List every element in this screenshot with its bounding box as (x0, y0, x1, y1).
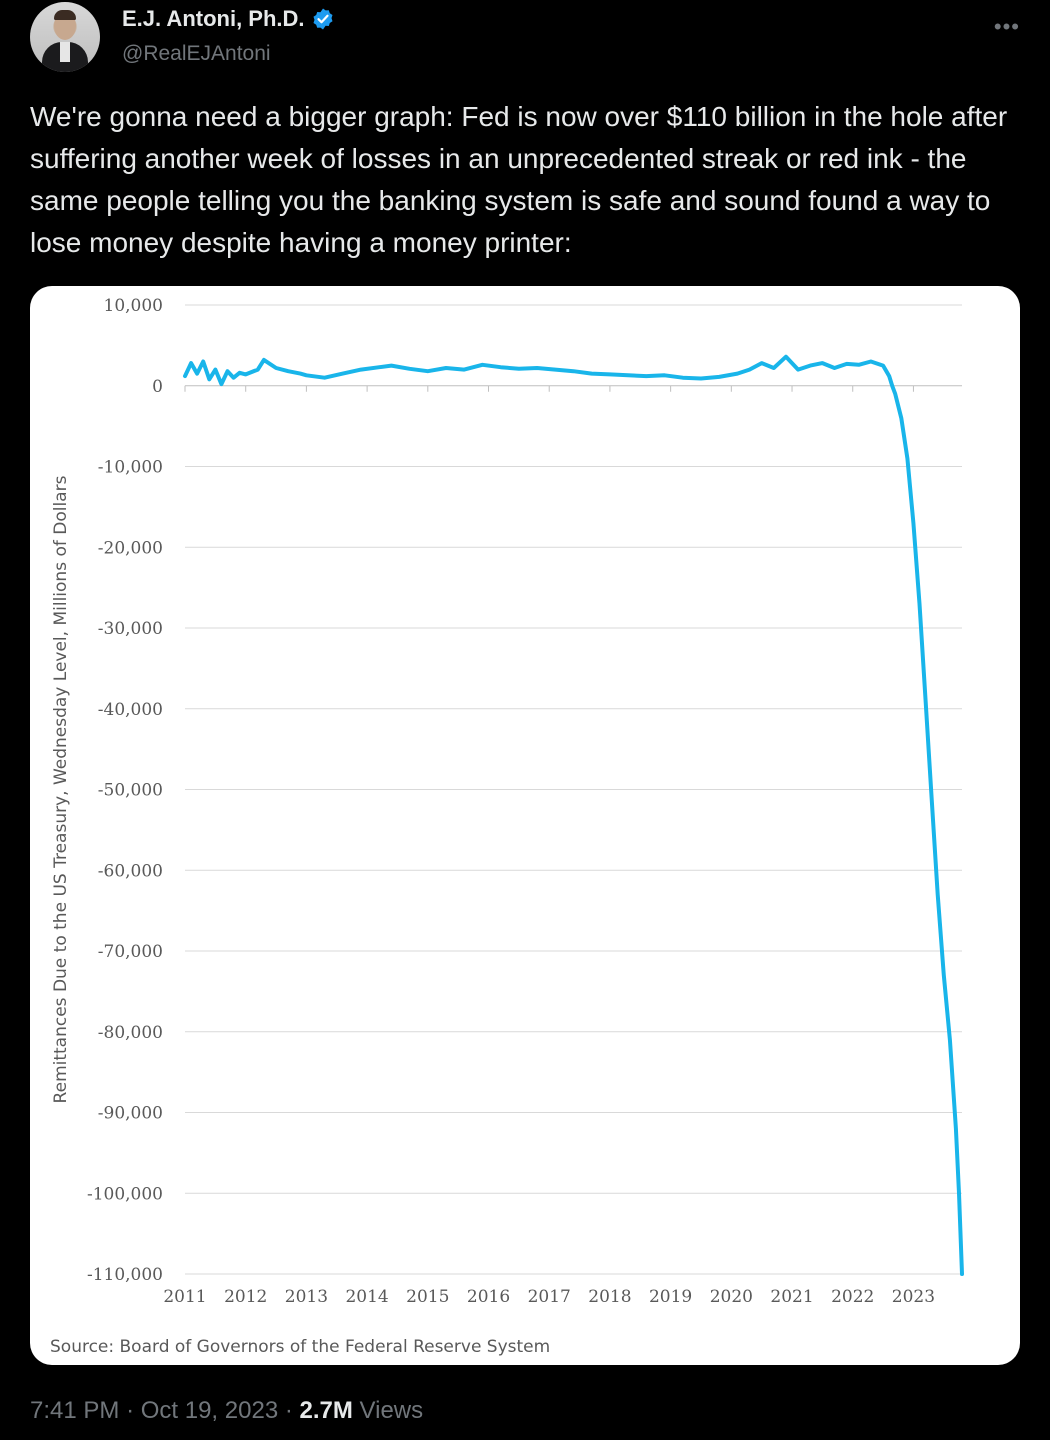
separator: · (126, 1397, 141, 1424)
y-tick-label: -30,000 (98, 619, 163, 639)
display-name[interactable]: E.J. Antoni, Ph.D. (122, 6, 305, 31)
x-tick-label: 2012 (224, 1287, 267, 1307)
y-tick-label: -50,000 (98, 781, 163, 801)
more-options-icon[interactable]: ••• (993, 14, 1020, 39)
x-tick-label: 2018 (588, 1287, 631, 1307)
chart-gridlines (185, 304, 962, 1275)
chart-image[interactable]: 10,000 0 -10,000 -20,000 -30,000 -40,000 -50,0… (30, 286, 1020, 1365)
x-tick-label: 2021 (770, 1287, 813, 1307)
series-line (183, 354, 964, 1276)
y-tick-label: -20,000 (98, 538, 163, 558)
x-tick-label: 2022 (831, 1287, 874, 1307)
y-tick-label: -40,000 (98, 700, 163, 720)
y-tick-label: -10,000 (98, 458, 163, 478)
x-tick-label: 2020 (710, 1287, 753, 1307)
y-tick-label: -90,000 (98, 1104, 163, 1124)
tweet-date[interactable]: Oct 19, 2023 (140, 1397, 279, 1424)
x-tick-label: 2013 (285, 1287, 328, 1307)
x-tick-label: 2014 (345, 1287, 388, 1307)
x-axis-ticks: 2011 2012 2013 2014 2015 2016 2017 2018 2019 2020… (163, 385, 935, 1307)
separator: · (284, 1397, 300, 1424)
views-label: Views (359, 1397, 424, 1424)
x-tick-label: 2023 (892, 1287, 935, 1307)
y-tick-label: -80,000 (98, 1023, 163, 1043)
x-tick-label: 2016 (467, 1287, 510, 1307)
x-tick-label: 2017 (528, 1287, 571, 1307)
tweet-text: We're gonna need a bigger graph: Fed is … (30, 101, 1008, 258)
views-count: 2.7M (299, 1397, 353, 1424)
avatar[interactable] (30, 2, 100, 72)
y-tick-label: 10,000 (104, 296, 163, 316)
y-tick-label: 0 (152, 377, 163, 397)
user-handle[interactable]: @RealEJAntoni (122, 42, 271, 65)
x-tick-label: 2011 (163, 1287, 206, 1307)
x-tick-label: 2015 (406, 1287, 449, 1307)
chart-series (183, 354, 964, 1276)
x-tick-label: 2019 (649, 1287, 692, 1307)
tweet-footer: 7:41 PM · Oct 19, 2023 · 2.7M Views (30, 1397, 423, 1425)
verified-badge-icon (313, 8, 333, 30)
name-row: E.J. Antoni, Ph.D. (122, 6, 335, 32)
chart-source: Source: Board of Governors of the Federa… (50, 1337, 550, 1357)
y-tick-label: -70,000 (98, 942, 163, 962)
tweet-time[interactable]: 7:41 PM (30, 1397, 120, 1424)
y-tick-label: -100,000 (87, 1184, 163, 1204)
line-chart: 10,000 0 -10,000 -20,000 -30,000 -40,000 -50,0… (50, 296, 964, 1357)
y-tick-label: -110,000 (87, 1265, 163, 1285)
y-tick-label: -60,000 (98, 861, 163, 881)
y-axis-ticks: 10,000 0 -10,000 -20,000 -30,000 -40,000 -50,0… (87, 296, 163, 1285)
y-axis-label: Remittances Due to the US Treasury, Wedn… (51, 475, 71, 1103)
tweet-header: E.J. Antoni, Ph.D. @RealEJAntoni ••• (30, 2, 1020, 72)
